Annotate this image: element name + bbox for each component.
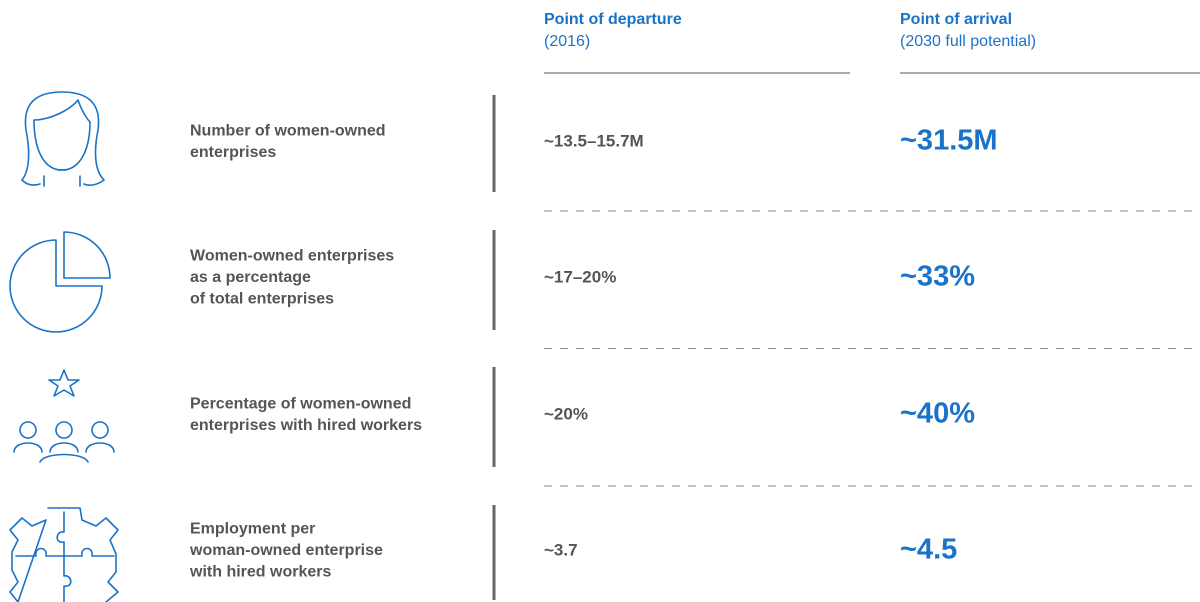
- row-label: as a percentage: [190, 269, 311, 286]
- row-label: Number of women-owned: [190, 122, 386, 139]
- arrival-value: ~4.5: [900, 534, 957, 566]
- departure-value: ~3.7: [544, 540, 578, 559]
- icon-woman: [21, 91, 105, 187]
- row-label: Employment per: [190, 521, 315, 538]
- row-label: enterprises: [190, 144, 276, 161]
- departure-value: ~17–20%: [544, 267, 616, 286]
- row-label: Percentage of women-owned: [190, 395, 411, 412]
- row-label: of total enterprises: [190, 291, 334, 308]
- icon-people: [13, 369, 115, 463]
- icon-puzzle: [9, 507, 119, 602]
- row-label: with hired workers: [189, 564, 331, 581]
- icon-pie: [9, 231, 111, 333]
- arrival-value: ~33%: [900, 261, 975, 293]
- row-label: Women-owned enterprises: [190, 248, 394, 265]
- arrival-value: ~31.5M: [900, 125, 998, 157]
- header-subtitle: (2030 full potential): [900, 33, 1036, 50]
- row-label: woman-owned enterprise: [189, 542, 383, 559]
- arrival-value: ~40%: [900, 398, 975, 430]
- header-subtitle: (2016): [544, 33, 590, 50]
- departure-value: ~20%: [544, 404, 588, 423]
- departure-value: ~13.5–15.7M: [544, 131, 644, 150]
- row-label: enterprises with hired workers: [190, 417, 422, 434]
- header-title: Point of arrival: [900, 11, 1012, 28]
- header-title: Point of departure: [544, 11, 682, 28]
